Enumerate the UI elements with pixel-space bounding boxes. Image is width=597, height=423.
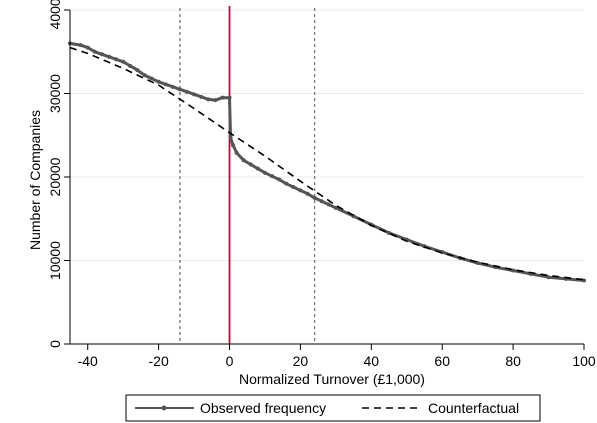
- observed-frequency-point: [121, 59, 126, 64]
- x-tick-label: 100: [572, 353, 596, 369]
- observed-frequency-point: [184, 89, 189, 94]
- observed-frequency-point: [312, 195, 317, 200]
- x-tick-label: 0: [226, 353, 234, 369]
- observed-frequency-point: [319, 199, 324, 204]
- observed-frequency-point: [277, 177, 282, 182]
- observed-frequency-point: [156, 79, 161, 84]
- observed-frequency-point: [305, 191, 310, 196]
- observed-frequency-point: [177, 87, 182, 92]
- observed-frequency-point: [192, 92, 197, 97]
- observed-frequency-line: [69, 41, 585, 282]
- legend-marker-observed: [161, 405, 167, 411]
- observed-frequency-point: [228, 135, 233, 140]
- observed-frequency-point: [220, 95, 225, 100]
- observed-frequency-point: [241, 158, 246, 163]
- observed-frequency-point: [262, 170, 267, 175]
- observed-frequency-point: [92, 49, 97, 54]
- observed-frequency-point: [298, 188, 303, 193]
- observed-frequency-point: [234, 150, 239, 155]
- x-tick-label: 80: [505, 353, 521, 369]
- observed-frequency-point: [213, 98, 218, 103]
- observed-frequency-point: [163, 82, 168, 87]
- observed-frequency-point: [206, 97, 211, 102]
- observed-frequency-point: [511, 268, 516, 273]
- y-tick-label: 10000: [47, 241, 63, 280]
- observed-frequency-point: [333, 205, 338, 210]
- observed-frequency-point: [199, 94, 204, 99]
- observed-frequency-point: [114, 57, 119, 62]
- observed-frequency-point: [78, 43, 83, 48]
- observed-frequency-point: [85, 45, 90, 50]
- observed-frequency-point: [284, 181, 289, 186]
- observed-frequency-point: [387, 230, 392, 235]
- y-axis-label: Number of Companies: [27, 110, 43, 250]
- observed-frequency-point: [142, 73, 147, 78]
- axes: 0 10000 20000 30000 40000 -40 -20 0 20 40 60 80 100: [47, 0, 596, 369]
- y-tick-label: 0: [47, 340, 63, 348]
- legend-label-observed: Observed frequency: [200, 400, 326, 416]
- observed-frequency-point: [291, 185, 296, 190]
- legend-box: [125, 394, 541, 422]
- legend-label-counterfactual: Counterfactual: [428, 400, 519, 416]
- x-tick-label: -40: [78, 353, 98, 369]
- observed-frequency-point: [255, 166, 260, 171]
- y-tick-label: 40000: [47, 0, 63, 29]
- observed-frequency-point: [270, 174, 275, 179]
- counterfactual-line: [69, 46, 585, 281]
- observed-frequency-point: [106, 54, 111, 59]
- observed-frequency-point: [99, 52, 104, 57]
- legend: Observed frequency Counterfactual: [125, 394, 541, 422]
- x-tick-label: -20: [149, 353, 169, 369]
- x-tick-label: 20: [293, 353, 309, 369]
- x-tick-label: 40: [364, 353, 380, 369]
- observed-frequency-point: [248, 162, 253, 167]
- observed-frequency-point: [231, 143, 236, 148]
- observed-frequency-point: [475, 261, 480, 266]
- observed-frequency-point: [546, 275, 551, 280]
- observed-frequency-point: [227, 95, 232, 100]
- x-tick-label: 60: [434, 353, 450, 369]
- x-axis-label: Normalized Turnover (£1,000): [239, 371, 425, 387]
- reference-lines: [179, 6, 316, 344]
- grid-lines: [70, 9, 584, 345]
- series-layer: [68, 41, 586, 283]
- y-tick-label: 30000: [47, 74, 63, 113]
- observed-frequency-point: [170, 84, 175, 89]
- observed-frequency-point: [326, 202, 331, 207]
- observed-frequency-point: [149, 76, 154, 81]
- observed-frequency-point: [135, 68, 140, 73]
- observed-frequency-point: [128, 63, 133, 68]
- y-tick-label: 20000: [47, 157, 63, 196]
